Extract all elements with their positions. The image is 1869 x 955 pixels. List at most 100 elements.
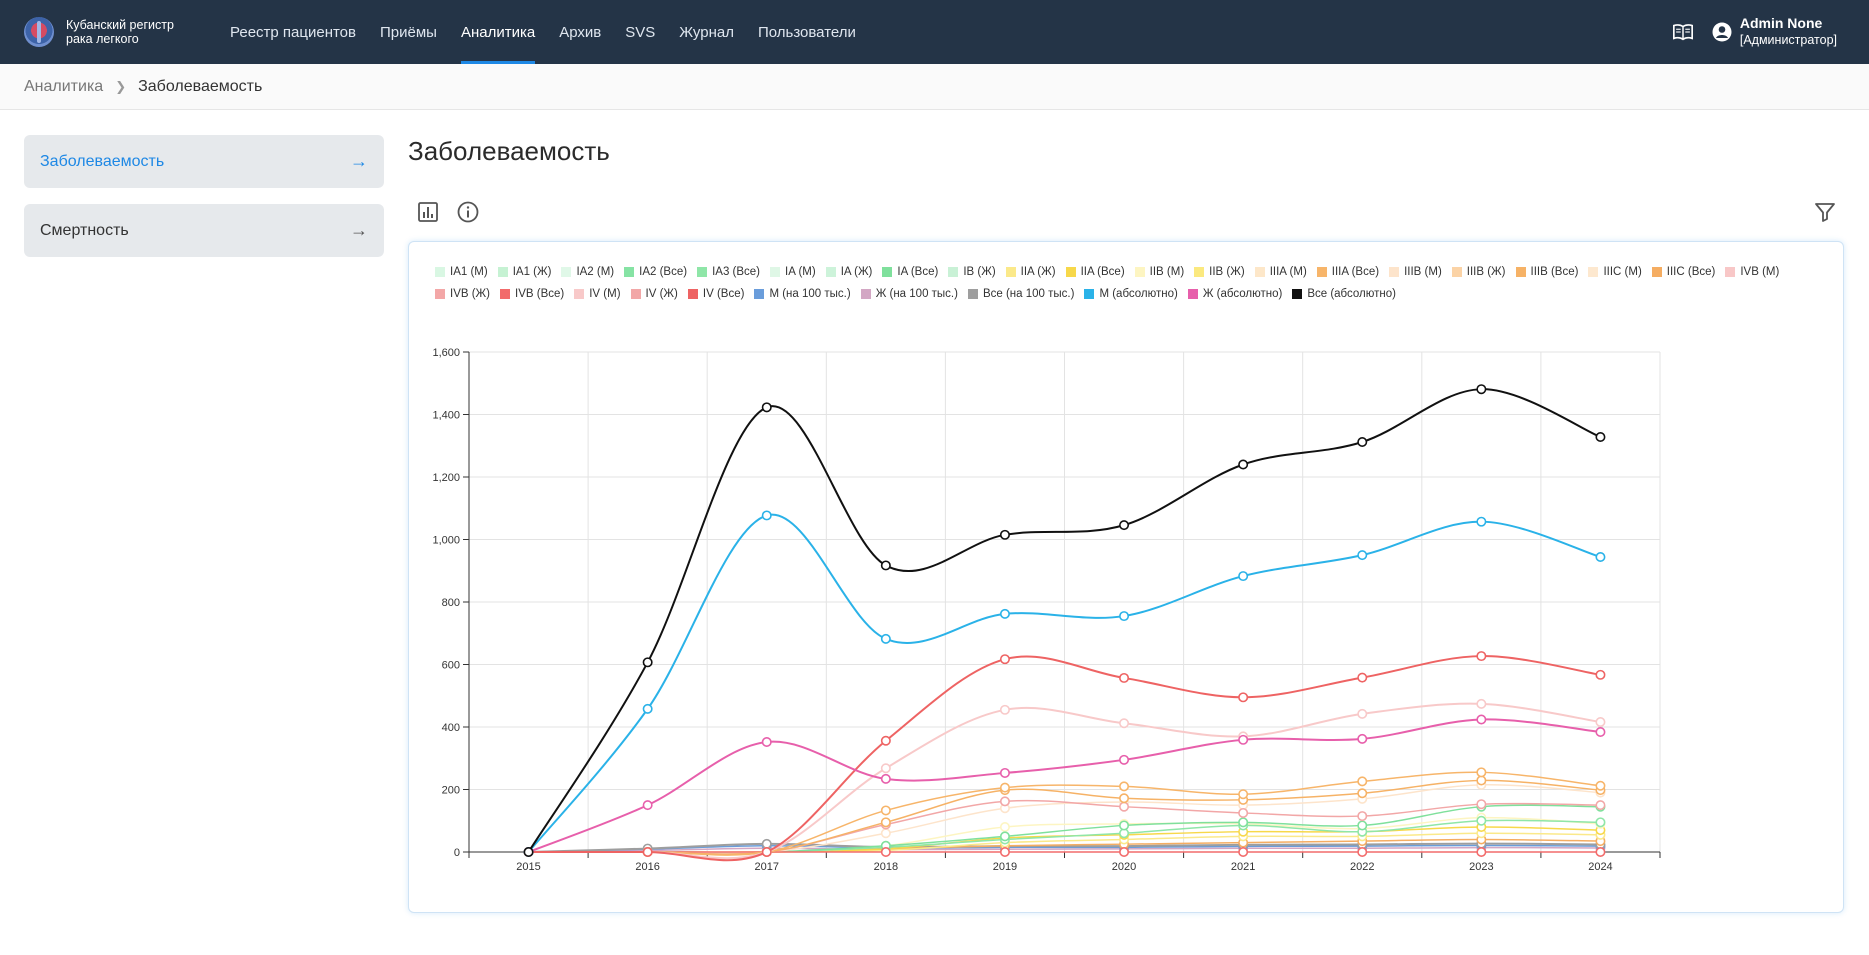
x-tick-label: 2017 bbox=[755, 861, 779, 873]
brand-title: Кубанский регистр рака легкого bbox=[66, 18, 174, 46]
legend-swatch bbox=[770, 267, 781, 277]
legend-item[interactable]: Ж (на 100 тыс.) bbox=[860, 286, 958, 302]
nav-patients-registry[interactable]: Реестр пациентов bbox=[230, 23, 356, 41]
series-point bbox=[880, 560, 891, 571]
series-point bbox=[642, 800, 653, 811]
legend-item[interactable]: IV (Ж) bbox=[630, 286, 678, 302]
user-menu[interactable]: Admin None [Администратор] bbox=[1712, 15, 1837, 49]
info-icon[interactable] bbox=[456, 200, 480, 224]
legend-item[interactable]: IIIC (Все) bbox=[1651, 264, 1716, 280]
legend-item[interactable]: IIIB (Все) bbox=[1515, 264, 1579, 280]
brand[interactable]: Кубанский регистр рака легкого bbox=[24, 17, 194, 47]
legend-swatch bbox=[1254, 267, 1265, 277]
series-point bbox=[999, 796, 1010, 807]
breadcrumb-analytics-link[interactable]: Аналитика bbox=[24, 77, 104, 95]
legend-item[interactable]: IA (Все) bbox=[882, 264, 938, 280]
legend-item[interactable]: IIIA (Все) bbox=[1316, 264, 1379, 280]
nav-svs[interactable]: SVS bbox=[625, 23, 656, 41]
bar-chart-icon[interactable] bbox=[416, 200, 440, 224]
series-point bbox=[1119, 781, 1130, 792]
legend-item[interactable]: IIB (М) bbox=[1134, 264, 1184, 280]
legend-swatch bbox=[574, 289, 585, 299]
legend-label: IA (Ж) bbox=[840, 266, 873, 278]
legend-item[interactable]: IIIA (М) bbox=[1254, 264, 1307, 280]
series-point bbox=[1476, 767, 1487, 778]
series-point bbox=[1476, 846, 1487, 857]
series-point bbox=[999, 782, 1010, 793]
series-line bbox=[528, 702, 1601, 860]
legend-item[interactable]: Все (абсолютно) bbox=[1292, 286, 1396, 302]
legend-item[interactable]: IB (Ж) bbox=[948, 264, 996, 280]
legend-item[interactable]: Ж (абсолютно) bbox=[1187, 286, 1282, 302]
nav-journal[interactable]: Журнал bbox=[679, 23, 734, 41]
user-info: Admin None [Администратор] bbox=[1740, 15, 1837, 49]
legend-item[interactable]: IA2 (Все) bbox=[624, 264, 687, 280]
legend-item[interactable]: IIIB (М) bbox=[1389, 264, 1442, 280]
legend-label: М (на 100 тыс.) bbox=[769, 288, 851, 300]
topbar-right: Admin None [Администратор] bbox=[1672, 15, 1837, 49]
legend-label: М (абсолютно) bbox=[1099, 288, 1178, 300]
legend-label: IIA (Все) bbox=[1080, 266, 1125, 278]
incidence-line-chart: 0 200 400 600 800 1,000 1,200 1,400 1,600 2015 201… bbox=[432, 347, 1661, 873]
nav-users[interactable]: Пользователи bbox=[757, 23, 856, 41]
series-point bbox=[1119, 820, 1130, 831]
series-point bbox=[1238, 817, 1249, 828]
legend-item[interactable]: М (на 100 тыс.) bbox=[754, 286, 851, 302]
legend-item[interactable]: IA1 (Ж) bbox=[497, 264, 551, 280]
nav-analytics[interactable]: Аналитика bbox=[449, 0, 547, 64]
legend-item[interactable]: IA1 (М) bbox=[435, 264, 488, 280]
sidebar-item-incidence[interactable]: Заболеваемость → bbox=[24, 135, 384, 188]
legend-item[interactable]: IIB (Ж) bbox=[1194, 264, 1245, 280]
legend-swatch bbox=[825, 267, 836, 277]
legend-item[interactable]: IVB (Ж) bbox=[435, 286, 490, 302]
filter-icon[interactable] bbox=[1813, 200, 1837, 224]
legend-label: IIIB (Все) bbox=[1530, 266, 1579, 278]
page-title: Заболеваемость bbox=[408, 136, 610, 166]
series-point bbox=[642, 846, 653, 857]
legend-item[interactable]: IVB (Все) bbox=[500, 286, 564, 302]
series-point bbox=[1357, 708, 1368, 719]
series-point bbox=[1595, 817, 1606, 828]
y-tick-label: 800 bbox=[442, 597, 460, 609]
legend-label: IIIC (Все) bbox=[1666, 266, 1716, 278]
legend-item[interactable]: IA (Ж) bbox=[825, 264, 873, 280]
legend-swatch bbox=[1588, 267, 1599, 277]
legend-label: IIB (Ж) bbox=[1209, 266, 1245, 278]
legend-label: IA1 (М) bbox=[450, 266, 488, 278]
series-line bbox=[528, 655, 1601, 862]
legend-item[interactable]: М (абсолютно) bbox=[1084, 286, 1178, 302]
legend-label: IB (Ж) bbox=[963, 266, 996, 278]
legend-label: Все (на 100 тыс.) bbox=[982, 288, 1075, 300]
series-point bbox=[1119, 718, 1130, 729]
book-icon[interactable] bbox=[1672, 21, 1694, 43]
legend-label: IA3 (Все) bbox=[712, 266, 761, 278]
brand-line2: рака легкого bbox=[66, 32, 139, 46]
legend-item[interactable]: IA (М) bbox=[770, 264, 816, 280]
legend-swatch bbox=[561, 267, 572, 277]
legend-item[interactable]: IVB (М) bbox=[1725, 264, 1779, 280]
nav-appointments[interactable]: Приёмы bbox=[379, 23, 437, 41]
breadcrumb-current: Заболеваемость bbox=[138, 77, 263, 95]
legend-swatch bbox=[1451, 267, 1462, 277]
legend-item[interactable]: IV (М) bbox=[574, 286, 621, 302]
series-point bbox=[1238, 571, 1249, 582]
legend-item[interactable]: IIA (Ж) bbox=[1005, 264, 1056, 280]
series-point bbox=[999, 608, 1010, 619]
legend-item[interactable]: IIA (Все) bbox=[1065, 264, 1125, 280]
legend-item[interactable]: IIIB (Ж) bbox=[1451, 264, 1506, 280]
legend-item[interactable]: IV (Все) bbox=[687, 286, 744, 302]
sidebar-item-mortality[interactable]: Смертность → bbox=[24, 204, 384, 257]
legend-item[interactable]: Все (на 100 тыс.) bbox=[967, 286, 1075, 302]
legend-item[interactable]: IIIC (М) bbox=[1588, 264, 1642, 280]
chevron-right-icon: ❯ bbox=[115, 78, 127, 94]
legend-label: IV (М) bbox=[589, 288, 621, 300]
nav-archive[interactable]: Архив bbox=[559, 23, 602, 41]
legend-swatch bbox=[1292, 289, 1303, 299]
legend-swatch bbox=[1316, 267, 1327, 277]
series-point bbox=[1119, 754, 1130, 765]
legend-item[interactable]: IA3 (Все) bbox=[697, 264, 760, 280]
y-tick-label: 1,200 bbox=[432, 472, 460, 484]
legend-label: IIIB (М) bbox=[1404, 266, 1442, 278]
series-point bbox=[1119, 846, 1130, 857]
legend-item[interactable]: IA2 (М) bbox=[561, 264, 614, 280]
